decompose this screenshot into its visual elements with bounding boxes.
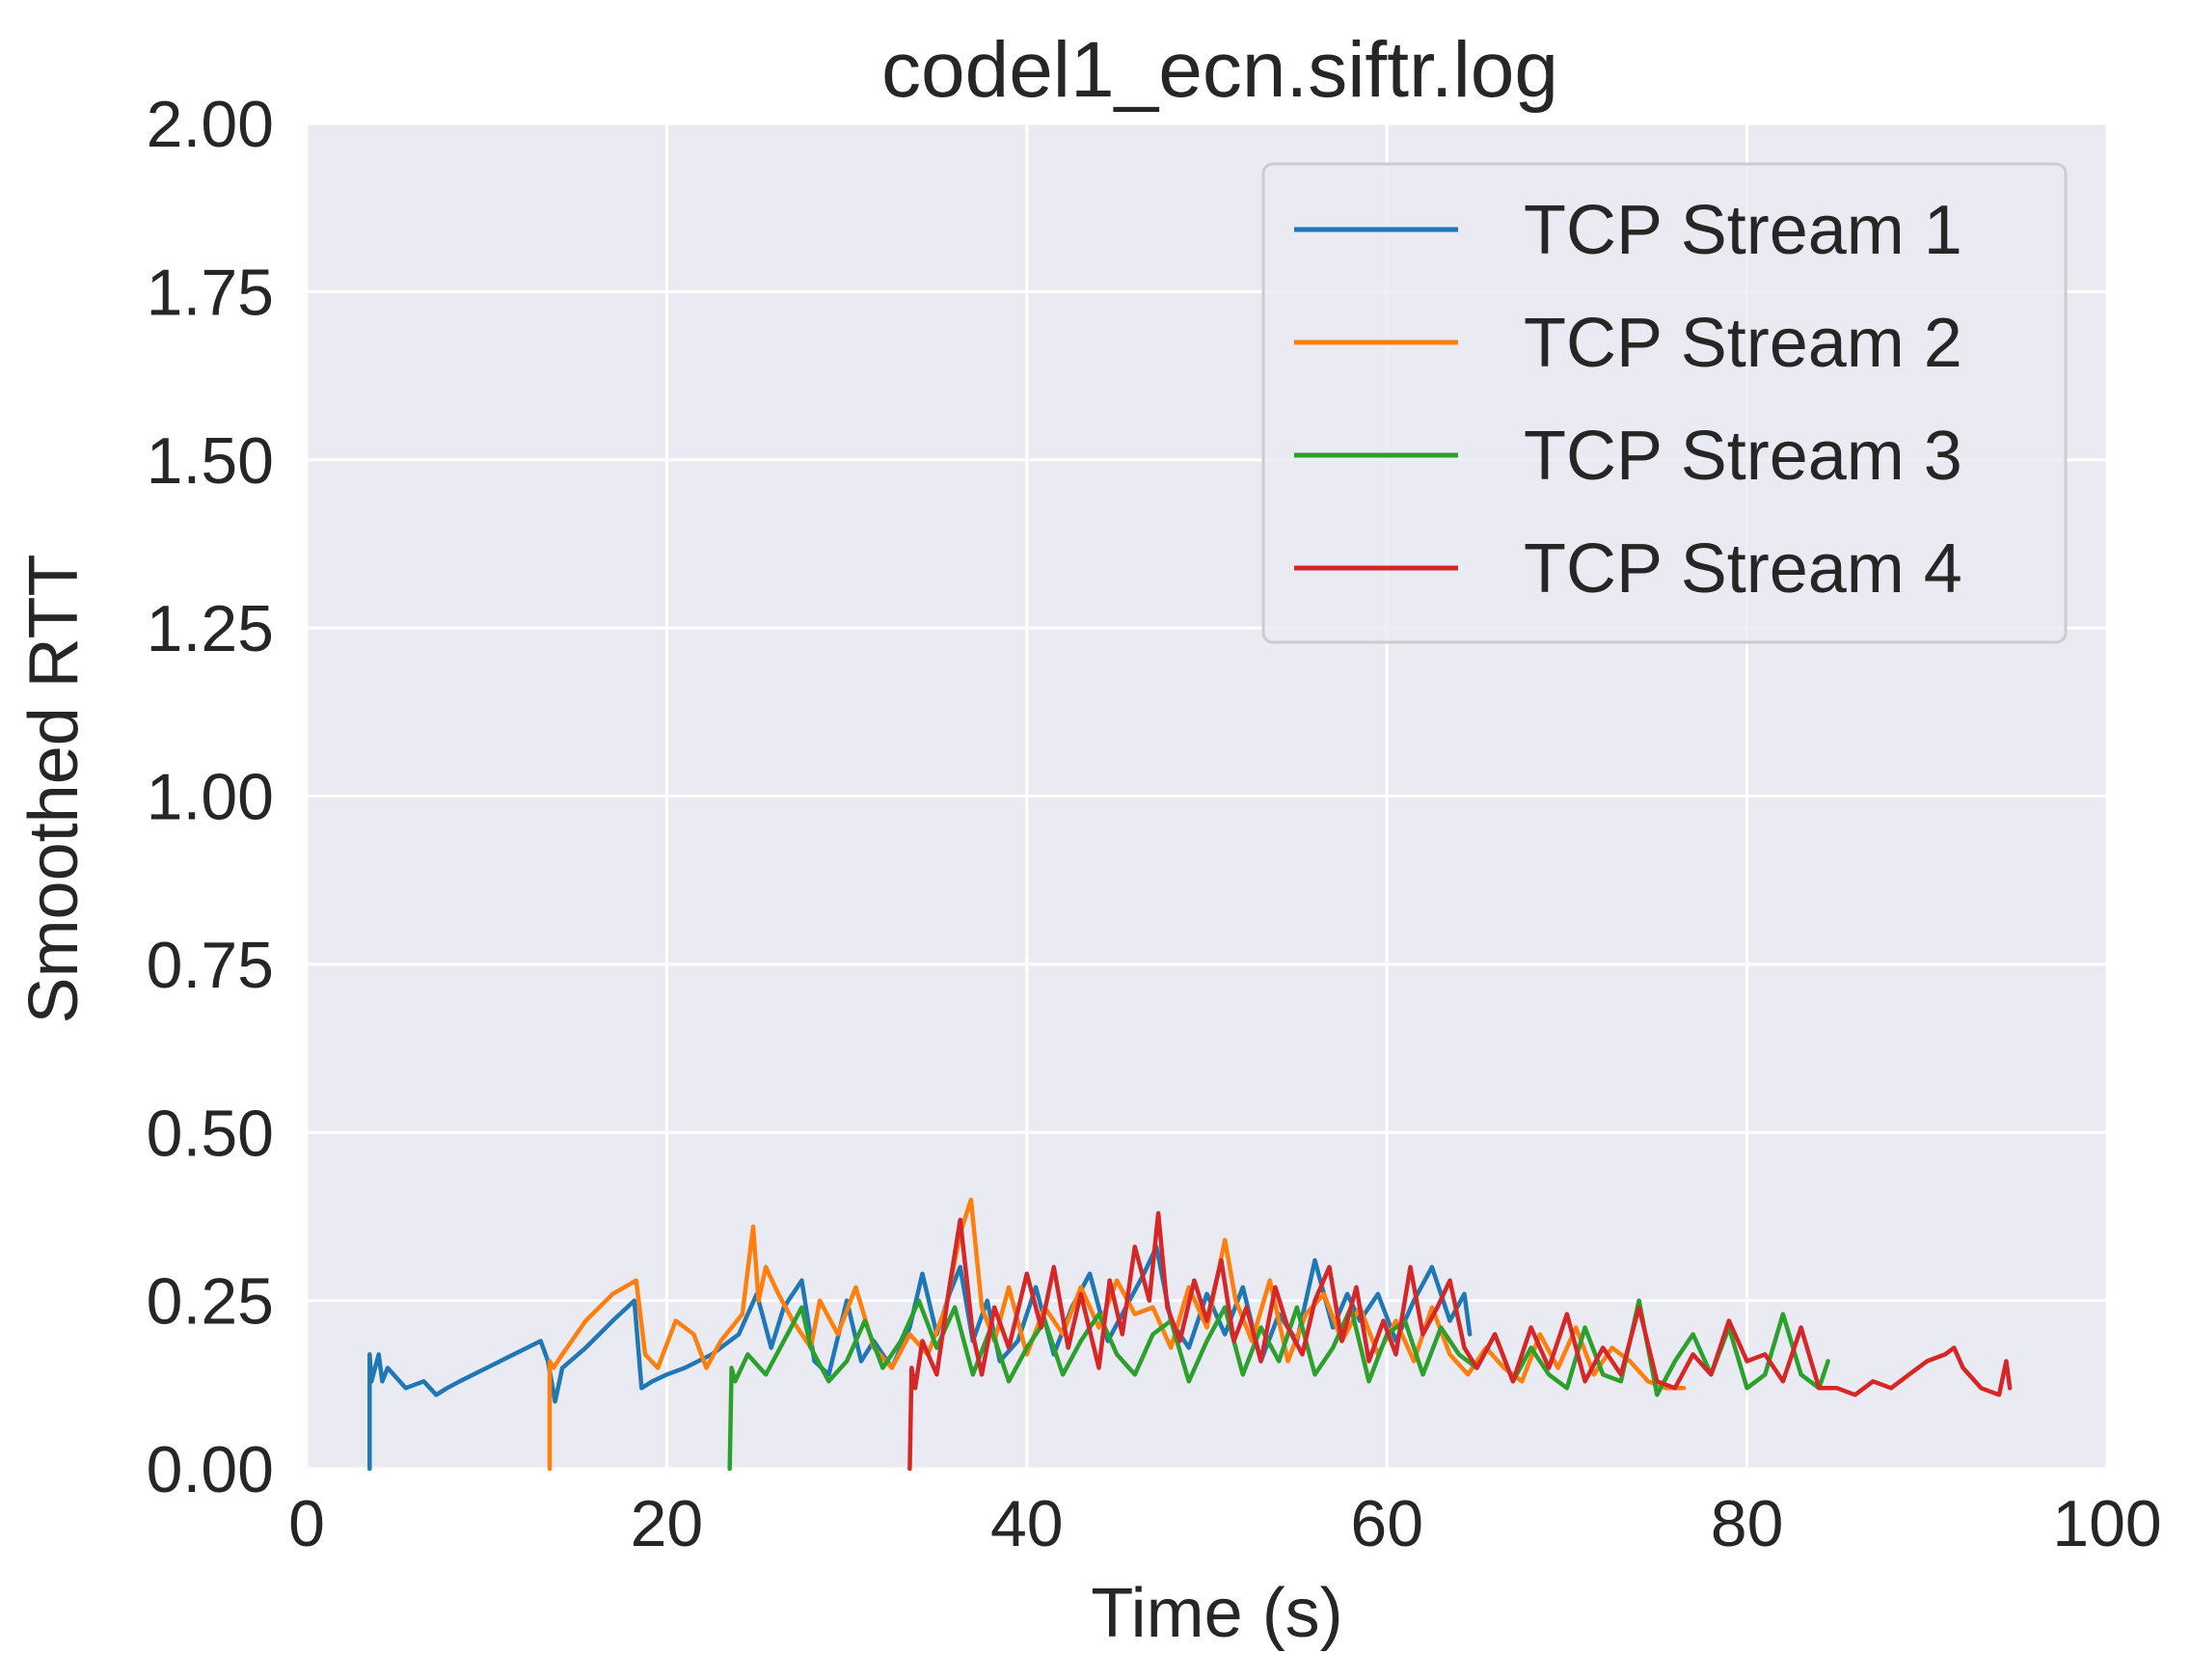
legend-label-tcp-stream-1: TCP Stream 1 — [1524, 192, 1962, 269]
legend-label-tcp-stream-3: TCP Stream 3 — [1524, 418, 1962, 495]
y-tick-label: 1.75 — [147, 256, 274, 329]
x-tick-label: 40 — [990, 1487, 1064, 1560]
x-tick-label: 60 — [1350, 1487, 1423, 1560]
x-axis-title: Time (s) — [1091, 1575, 1342, 1652]
legend-label-tcp-stream-2: TCP Stream 2 — [1524, 305, 1962, 382]
chart-title: codel1_ecn.siftr.log — [881, 26, 1558, 114]
y-tick-label: 1.25 — [147, 592, 274, 665]
y-tick-label: 0.00 — [147, 1433, 274, 1506]
tick-labels: 0 20 40 60 80 100 0.00 0.25 0.50 0.75 1.00 1.25 1.50… — [147, 88, 2162, 1560]
legend: TCP Stream 1 TCP Stream 2 TCP Stream 3 TCP … — [1261, 162, 2068, 644]
y-tick-label: 0.75 — [147, 929, 274, 1002]
y-tick-label: 1.50 — [147, 424, 274, 498]
y-tick-label: 2.00 — [147, 88, 274, 161]
y-tick-label: 0.50 — [147, 1097, 274, 1170]
legend-label-tcp-stream-4: TCP Stream 4 — [1524, 530, 1962, 608]
x-tick-label: 0 — [288, 1487, 325, 1560]
y-axis-title: Smoothed RTT — [15, 555, 93, 1024]
x-tick-label: 100 — [2052, 1487, 2161, 1560]
x-tick-label: 80 — [1711, 1487, 1784, 1560]
x-tick-label: 20 — [631, 1487, 704, 1560]
legend-box — [1261, 162, 2068, 644]
y-tick-label: 0.25 — [147, 1265, 274, 1339]
series-group — [367, 1197, 2013, 1472]
series-line-tcp-stream-4 — [907, 1210, 2013, 1472]
y-tick-label: 1.00 — [147, 761, 274, 834]
